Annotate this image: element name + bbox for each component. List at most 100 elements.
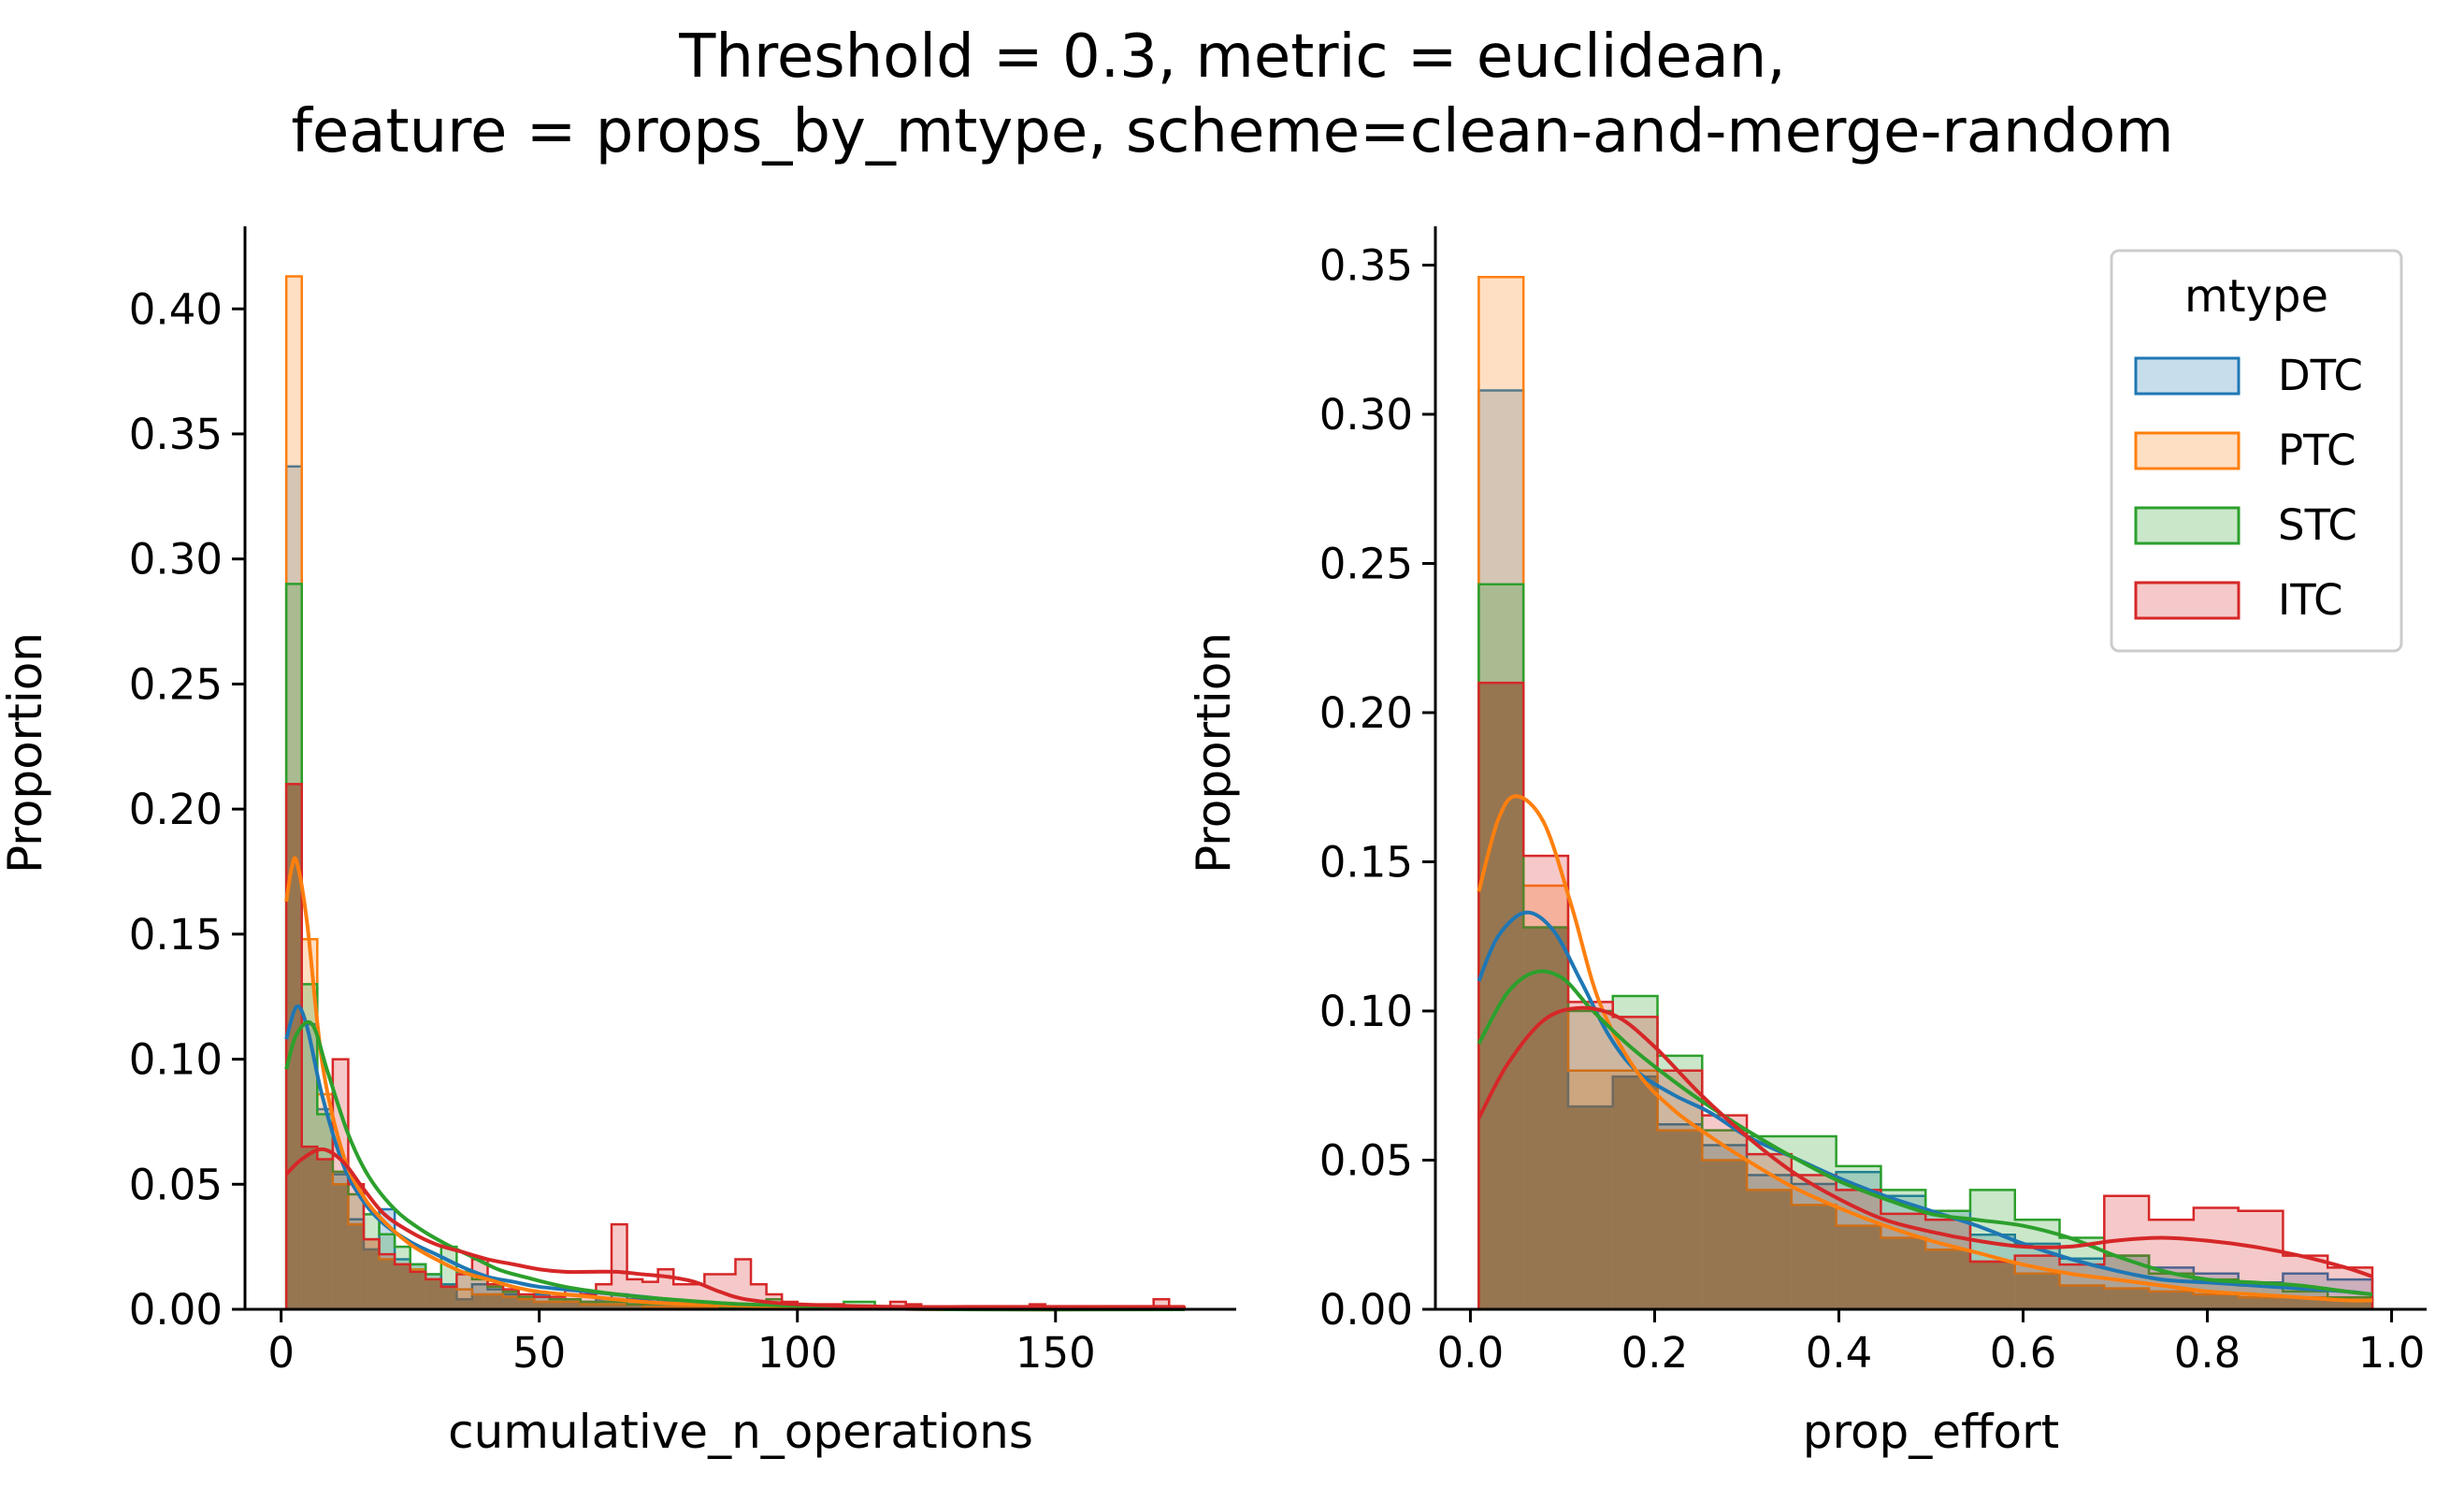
histogram-overlap-bar: [2193, 1294, 2239, 1309]
histogram-bar-itc: [301, 1147, 318, 1309]
x-tick-label: 0.4: [1806, 1328, 1873, 1378]
histogram-overlap-bar: [611, 1304, 627, 1309]
histogram-overlap-bar: [301, 1147, 318, 1309]
histogram-bar-itc: [425, 1278, 441, 1309]
histogram-bar-dtc: [440, 1284, 457, 1309]
histogram-bar-dtc: [549, 1299, 566, 1309]
histogram-bar-ptc: [1880, 1237, 1926, 1309]
histogram-bar-stc: [688, 1304, 705, 1309]
histogram-bar-dtc: [425, 1274, 441, 1309]
histogram-overlap-bar: [1657, 1130, 1703, 1309]
x-tick-label: 0.0: [1437, 1328, 1505, 1378]
histogram-bar-ptc: [534, 1301, 550, 1309]
histogram-bar-itc: [503, 1289, 519, 1309]
histogram-bar-stc: [596, 1301, 612, 1309]
histogram-bar-dtc: [1523, 927, 1568, 1309]
figure-title-line1: Threshold = 0.3, metric = euclidean,: [678, 22, 1785, 92]
histogram-bar-stc: [425, 1274, 441, 1309]
histogram-overlap-bar: [1567, 1106, 1613, 1309]
histogram-bar-itc: [735, 1259, 752, 1309]
histogram-bar-stc: [395, 1247, 411, 1309]
histogram-overlap-bar: [2238, 1297, 2284, 1309]
figure-title-line2: feature = props_by_mtype, scheme=clean-a…: [291, 97, 2173, 166]
histogram-bar-itc: [1567, 1002, 1613, 1309]
histogram-bar-dtc: [471, 1284, 488, 1309]
histogram-bar-dtc: [456, 1299, 472, 1309]
histogram-bar-dtc: [301, 1024, 318, 1309]
kde-line-ptc: [1477, 794, 2372, 1303]
y-tick-label: 0.35: [1319, 240, 1413, 290]
histogram-bar-dtc: [1612, 1076, 1658, 1309]
histogram-bar-itc: [395, 1263, 411, 1309]
histogram-overlap-bar: [518, 1299, 535, 1309]
histogram-overlap-bar: [1969, 1261, 2015, 1309]
histogram-bar-itc: [379, 1254, 396, 1309]
x-tick-label: 1.0: [2358, 1328, 2426, 1378]
histogram-bar-ptc: [348, 1224, 364, 1309]
histogram-bar-ptc: [301, 939, 318, 1309]
histogram-overlap-bar: [2059, 1285, 2105, 1309]
histogram-bar-ptc: [2193, 1294, 2239, 1309]
histogram-overlap-bar: [286, 784, 302, 1309]
histogram-bar-itc: [1523, 856, 1568, 1309]
x-axis-label: prop_effort: [1803, 1405, 2060, 1459]
histogram-bar-ptc: [1612, 1070, 1658, 1309]
legend-title: mtype: [2184, 270, 2328, 323]
histogram-bar-ptc: [1747, 1190, 1792, 1309]
histogram-bar-stc: [503, 1292, 519, 1309]
legend-swatch-dtc: [2134, 356, 2241, 396]
histogram-overlap-bar: [471, 1293, 488, 1309]
histogram-bar-itc: [549, 1296, 566, 1309]
histogram-bar-stc: [410, 1263, 426, 1309]
histogram-overlap-bar: [456, 1299, 472, 1309]
histogram-overlap-bar: [1925, 1249, 1970, 1309]
legend-label-dtc: DTC: [2278, 351, 2363, 400]
left-histogram-panel: 0.00 0.05 0.10 0.15 0.20 0.25 0.30 0.35 0.40 0 50 1…: [0, 226, 1236, 1459]
histogram-overlap-bar: [549, 1301, 566, 1309]
histogram-bar-ptc: [549, 1301, 566, 1309]
y-tick-label: 0.00: [1319, 1285, 1413, 1335]
histogram-bar-ptc: [596, 1304, 612, 1309]
histogram-overlap-bar: [410, 1271, 426, 1309]
histogram-overlap-bar: [596, 1304, 612, 1309]
histogram-bar-ptc: [518, 1299, 535, 1309]
x-tick-label: 0: [267, 1328, 295, 1378]
y-tick-label: 0.10: [1319, 987, 1413, 1036]
x-tick-label: 0.6: [1990, 1328, 2057, 1378]
histogram-overlap-bar: [1791, 1205, 1837, 1309]
histogram-bar-ptc: [410, 1269, 426, 1309]
histogram-bar-stc: [657, 1304, 674, 1309]
histogram-overlap-bar: [534, 1301, 550, 1309]
histogram-bar-itc: [2149, 1220, 2194, 1309]
histogram-bar-itc: [1153, 1299, 1170, 1309]
histogram-bar-ptc: [565, 1301, 581, 1309]
histogram-bar-ptc: [395, 1263, 411, 1309]
kde-line-dtc: [1477, 910, 2373, 1297]
x-tick-label: 0.2: [1621, 1328, 1689, 1378]
histogram-overlap-bar: [2327, 1300, 2372, 1309]
histogram-bar-itc: [611, 1224, 627, 1309]
y-tick-label: 0.20: [129, 785, 223, 834]
histogram-bar-ptc: [425, 1278, 441, 1309]
x-tick-label: 50: [512, 1328, 566, 1378]
histogram-bar-stc: [1969, 1190, 2015, 1309]
histogram-overlap-bar: [317, 1159, 333, 1309]
histogram-bar-itc: [410, 1271, 426, 1309]
histogram-bar-stc: [363, 1214, 380, 1309]
y-tick-label: 0.25: [129, 659, 223, 709]
legend-label-itc: ITC: [2278, 575, 2343, 625]
histogram-overlap-bar: [1836, 1225, 1881, 1309]
legend-swatch-stc: [2134, 506, 2241, 545]
histogram-bar-stc: [317, 1114, 333, 1309]
histogram-bar-ptc: [2104, 1288, 2150, 1309]
histogram-bar-ptc: [487, 1293, 504, 1309]
kde-line-itc: [284, 1147, 1185, 1309]
histogram-bar-ptc: [2238, 1297, 2284, 1309]
histogram-bar-itc: [2283, 1255, 2328, 1309]
histogram-overlap-bar: [2104, 1288, 2150, 1309]
legend-swatch-ptc: [2134, 431, 2241, 470]
y-tick-label: 0.40: [129, 284, 223, 334]
histogram-bar-itc: [1747, 1154, 1792, 1309]
histogram-bar-stc: [549, 1299, 566, 1309]
